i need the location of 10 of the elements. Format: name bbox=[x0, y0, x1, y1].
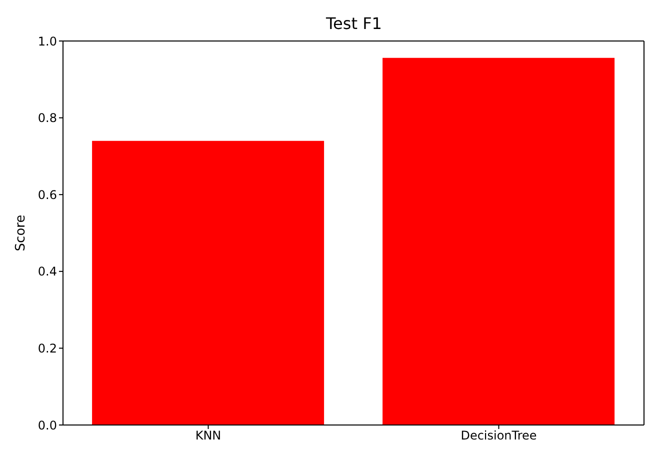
x-tick-label: DecisionTree bbox=[460, 428, 537, 443]
x-tick-label: KNN bbox=[195, 428, 222, 443]
y-tick-label: 1.0 bbox=[38, 34, 57, 48]
y-tick-label: 0.0 bbox=[38, 418, 57, 432]
y-tick-label: 0.6 bbox=[38, 188, 57, 202]
y-tick-label: 0.2 bbox=[38, 341, 57, 356]
y-axis-title: Score bbox=[14, 214, 29, 252]
chart-title: Test F1 bbox=[325, 14, 383, 33]
y-tick-label: 0.8 bbox=[38, 111, 57, 126]
y-tick-label: 0.4 bbox=[38, 264, 57, 279]
